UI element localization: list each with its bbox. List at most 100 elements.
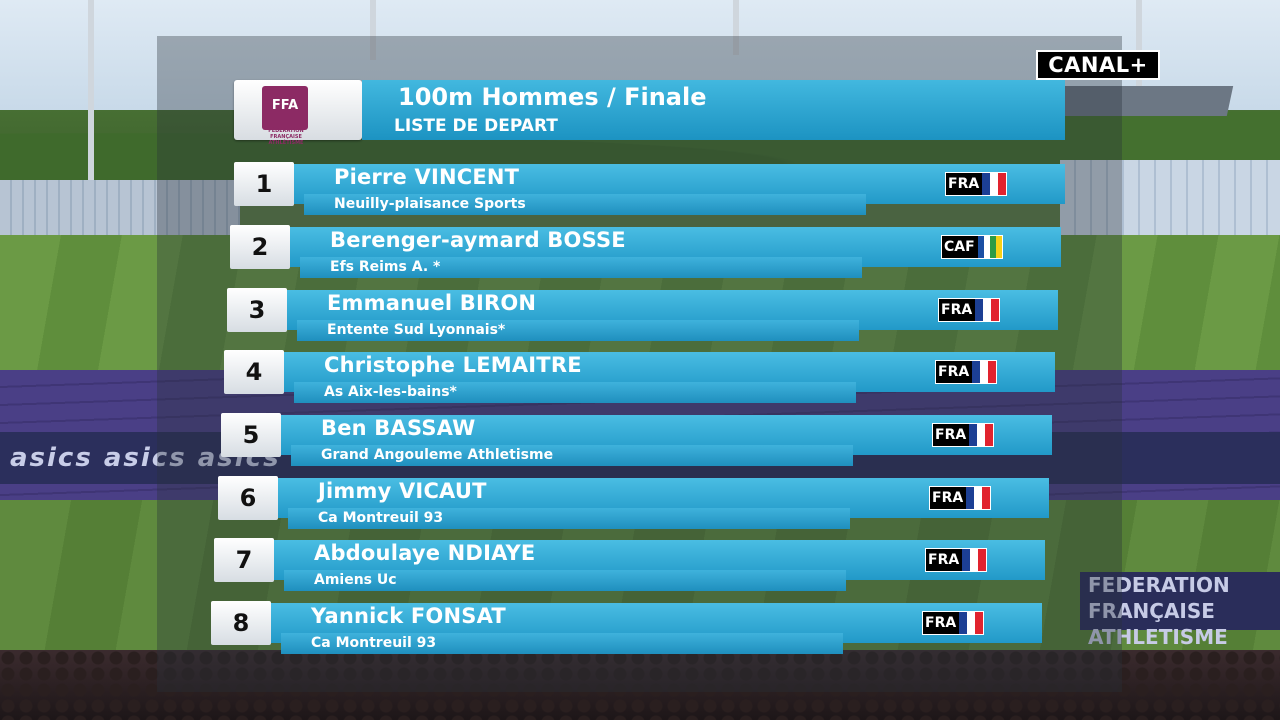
athlete-row: 5 Ben BASSAW Grand Angouleme Athletisme … [221, 413, 1052, 466]
country-code: FRA [932, 490, 964, 506]
lane-number: 2 [230, 225, 290, 269]
flag-stripe [991, 299, 1000, 321]
flag-stripe [998, 173, 1007, 195]
athlete-name: Berenger-aymard BOSSE [330, 228, 626, 252]
athlete-club: As Aix-les-bains* [324, 384, 457, 400]
flag-icon [966, 487, 991, 509]
flag-stripe [989, 236, 996, 258]
country-flag: FRA [932, 423, 995, 447]
country-code: FRA [941, 302, 973, 318]
lane-number: 7 [214, 538, 274, 582]
country-flag: FRA [922, 611, 985, 635]
country-flag: FRA [925, 548, 988, 572]
start-list-header: FFA FÉDÉRATION FRANÇAISE ATHLÉTISME 100m… [234, 80, 1065, 146]
country-code: FRA [935, 427, 967, 443]
flag-icon [969, 424, 994, 446]
canal-plus-logo: CANAL+ [1036, 50, 1160, 80]
flag-stripe [982, 173, 991, 195]
flag-stripe [990, 173, 999, 195]
athlete-name: Emmanuel BIRON [327, 291, 537, 315]
flag-stripe [966, 487, 975, 509]
country-flag: FRA [929, 486, 992, 510]
flag-stripe [983, 236, 990, 258]
lane-number: 3 [227, 288, 287, 332]
flag-stripe [959, 612, 968, 634]
grandstand-left [0, 180, 240, 240]
crowd [0, 650, 1280, 720]
flag-stripe [967, 612, 976, 634]
athlete-row: 2 Berenger-aymard BOSSE Efs Reims A. * C… [230, 225, 1061, 278]
flag-icon [972, 361, 997, 383]
athlete-club: Efs Reims A. * [330, 259, 441, 275]
light-pole [1136, 0, 1142, 90]
flag-stripe [974, 487, 983, 509]
lane-number: 8 [211, 601, 271, 645]
flag-stripe [982, 487, 991, 509]
country-code: FRA [925, 615, 957, 631]
athlete-club: Ca Montreuil 93 [318, 510, 444, 526]
lane-number: 1 [234, 162, 294, 206]
flag-icon [959, 612, 984, 634]
lane-number: 6 [218, 476, 278, 520]
flag-stripe [983, 299, 992, 321]
flag-stripe [975, 299, 984, 321]
flag-stripe [978, 549, 987, 571]
club-bar [284, 570, 846, 591]
flag-icon [962, 549, 987, 571]
country-code: FRA [948, 176, 980, 192]
athlete-name: Abdoulaye NDIAYE [314, 541, 536, 565]
athlete-club: Entente Sud Lyonnais* [327, 322, 506, 338]
country-flag: FRA [935, 360, 998, 384]
club-bar [281, 633, 843, 654]
flag-icon [982, 173, 1007, 195]
flag-stripe [995, 236, 1002, 258]
club-bar [304, 194, 866, 215]
flag-stripe [972, 361, 981, 383]
athlete-row: 7 Abdoulaye NDIAYE Amiens Uc FRA [214, 538, 1045, 591]
athlete-club: Amiens Uc [314, 572, 397, 588]
flag-stripe [980, 361, 989, 383]
light-pole [88, 0, 94, 190]
light-pole [370, 0, 376, 60]
athlete-name: Yannick FONSAT [311, 604, 506, 628]
athlete-row: 6 Jimmy VICAUT Ca Montreuil 93 FRA [218, 476, 1049, 529]
ffa-logo-mark: FFA [262, 86, 308, 130]
ffa-logo: FFA FÉDÉRATION FRANÇAISE ATHLÉTISME [234, 80, 362, 146]
athlete-club: Grand Angouleme Athletisme [321, 447, 554, 463]
athlete-club: Ca Montreuil 93 [311, 635, 437, 651]
country-flag: FRA [938, 298, 1001, 322]
event-subtitle: LISTE DE DEPART [394, 116, 558, 136]
club-bar [291, 445, 853, 466]
flag-stripe [977, 236, 984, 258]
flag-stripe [975, 612, 984, 634]
athlete-row: 3 Emmanuel BIRON Entente Sud Lyonnais* F… [227, 288, 1058, 341]
event-title: 100m Hommes / Finale [398, 83, 707, 111]
flag-stripe [962, 549, 971, 571]
flag-icon [975, 299, 1000, 321]
flag-stripe [988, 361, 997, 383]
athlete-row: 1 Pierre VINCENT Neuilly-plaisance Sport… [234, 162, 1065, 215]
athlete-row: 4 Christophe LEMAITRE As Aix-les-bains* … [224, 350, 1055, 403]
country-code: CAF [944, 239, 975, 255]
flag-stripe [970, 549, 979, 571]
club-bar [294, 382, 856, 403]
club-bar [297, 320, 859, 341]
country-code: FRA [938, 364, 970, 380]
country-code: FRA [928, 552, 960, 568]
federation-banner: FEDERATION FRANÇAISE ATHLETISME [1080, 572, 1280, 649]
athlete-name: Ben BASSAW [321, 416, 476, 440]
lane-number: 5 [221, 413, 281, 457]
athlete-name: Christophe LEMAITRE [324, 353, 582, 377]
athlete-name: Pierre VINCENT [334, 165, 520, 189]
flag-stripe [985, 424, 994, 446]
header-bar: 100m Hommes / Finale LISTE DE DEPART [362, 80, 1065, 140]
club-bar [288, 508, 850, 529]
flag-stripe [969, 424, 978, 446]
ffa-logo-subtext: FÉDÉRATION FRANÇAISE ATHLÉTISME [268, 128, 304, 146]
country-flag: CAF [941, 235, 1003, 259]
athlete-row: 8 Yannick FONSAT Ca Montreuil 93 FRA [211, 601, 1042, 654]
flag-icon [977, 236, 1002, 258]
athlete-name: Jimmy VICAUT [318, 479, 487, 503]
athlete-club: Neuilly-plaisance Sports [334, 196, 526, 212]
flag-stripe [977, 424, 986, 446]
